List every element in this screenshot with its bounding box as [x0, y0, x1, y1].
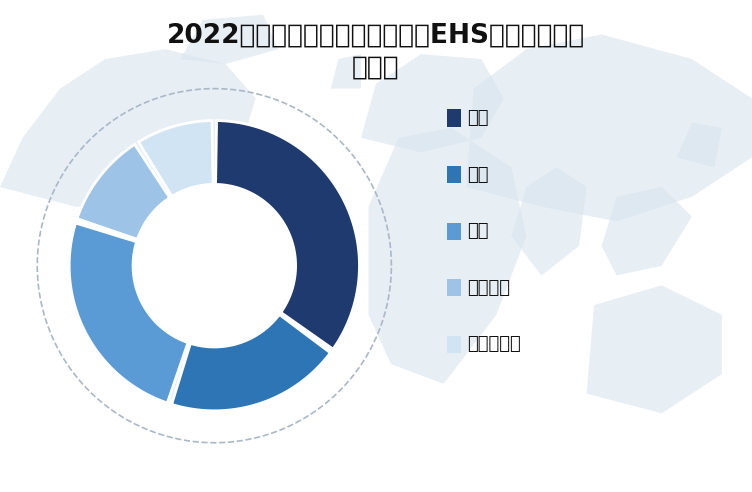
Polygon shape: [368, 128, 526, 384]
Text: 拉丁美洲: 拉丁美洲: [467, 279, 510, 297]
Polygon shape: [180, 15, 278, 64]
Polygon shape: [677, 123, 722, 167]
Polygon shape: [135, 207, 271, 403]
Bar: [447, 109, 461, 126]
Bar: [447, 279, 461, 296]
Text: 欧洲: 欧洲: [467, 166, 489, 184]
Polygon shape: [138, 121, 213, 196]
Polygon shape: [602, 187, 692, 276]
Polygon shape: [216, 121, 359, 349]
Text: 北美: 北美: [467, 109, 489, 127]
Polygon shape: [511, 167, 587, 276]
Circle shape: [133, 184, 296, 347]
Bar: [447, 222, 461, 240]
Polygon shape: [77, 144, 170, 239]
Text: 亚太: 亚太: [467, 222, 489, 240]
Polygon shape: [361, 54, 504, 153]
Polygon shape: [171, 314, 330, 411]
Polygon shape: [69, 223, 188, 403]
Text: 中东和非洲: 中东和非洲: [467, 336, 520, 353]
Bar: [447, 336, 461, 353]
Text: 2022年全球环境、健康与安全（EHS）市场地区分
布情况: 2022年全球环境、健康与安全（EHS）市场地区分 布情况: [167, 22, 585, 80]
Polygon shape: [0, 49, 256, 207]
Polygon shape: [331, 54, 361, 89]
Polygon shape: [587, 285, 722, 413]
Bar: [447, 166, 461, 183]
Polygon shape: [466, 34, 752, 221]
